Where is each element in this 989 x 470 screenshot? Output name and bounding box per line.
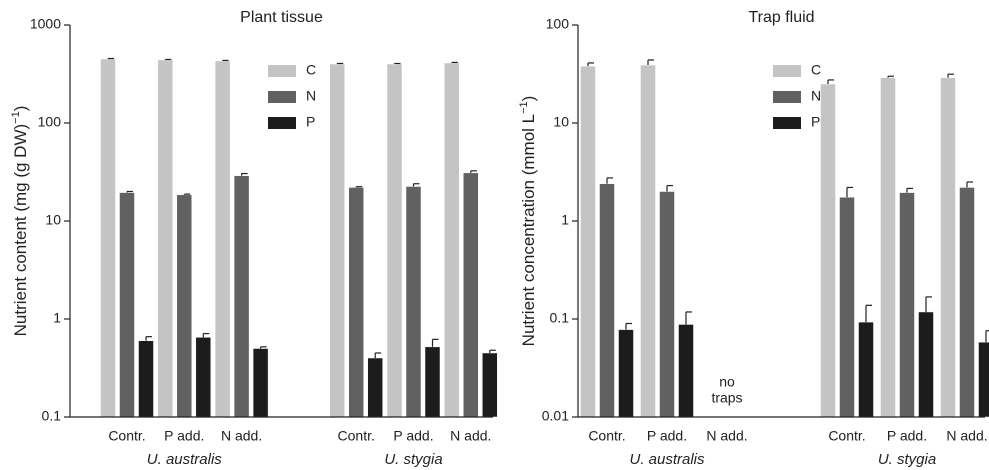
y-tick-label: 0.1 <box>550 310 570 326</box>
group-label: U. australis <box>147 451 223 468</box>
legend-swatch <box>268 91 296 103</box>
bar <box>329 63 345 418</box>
bar <box>195 337 212 418</box>
legend-swatch <box>268 65 296 77</box>
x-tick-label: N add. <box>450 428 491 444</box>
legend-label: C <box>306 62 316 78</box>
bar <box>918 311 934 418</box>
x-tick-label: P add. <box>164 428 204 444</box>
y-axis-label: Nutrient concentration (mmol L−1) <box>518 96 539 347</box>
legend-label: C <box>811 62 821 78</box>
bar <box>899 192 915 418</box>
bar <box>580 65 596 418</box>
bar <box>880 77 896 418</box>
y-tick-label: 0.1 <box>42 408 62 424</box>
y-axis-label-part: −1 <box>518 101 530 114</box>
legend-swatch <box>773 117 801 129</box>
x-tick-label: Contr. <box>588 428 625 444</box>
bar <box>176 194 193 418</box>
x-tick-label: N add. <box>706 428 747 444</box>
bar <box>424 346 441 418</box>
bar <box>405 186 422 418</box>
bar <box>482 352 498 418</box>
group-label: U. australis <box>629 451 705 468</box>
bar <box>858 321 874 418</box>
bar <box>959 187 975 418</box>
x-tick-label: Contr. <box>108 428 145 444</box>
y-axis-label-part: Nutrient concentration (mmol L <box>519 114 538 346</box>
bar <box>618 329 634 418</box>
y-axis-label-part: −1 <box>10 111 22 124</box>
bar <box>940 77 956 418</box>
bar <box>599 183 615 418</box>
legend-swatch <box>773 91 801 103</box>
x-tick-label: Contr. <box>828 428 865 444</box>
chart-title: Plant tissue <box>240 9 323 26</box>
group-label: U. stygia <box>878 451 936 468</box>
bar <box>463 172 479 418</box>
x-tick-label: P add. <box>393 428 433 444</box>
bar <box>386 63 403 418</box>
bar <box>444 62 460 418</box>
bar <box>214 60 231 418</box>
y-tick-label: 1 <box>53 310 61 326</box>
bar <box>659 191 675 418</box>
y-axis-label-part: ) <box>519 96 538 102</box>
y-tick-label: 100 <box>38 114 62 130</box>
legend-label: P <box>306 114 315 130</box>
legend-label: N <box>811 88 821 104</box>
bar <box>839 196 855 418</box>
legend-label: P <box>811 114 820 130</box>
annotation: traps <box>711 390 742 406</box>
bar <box>252 348 269 418</box>
x-tick-label: Contr. <box>338 428 375 444</box>
y-tick-label: 1000 <box>30 16 61 32</box>
bar <box>640 64 656 418</box>
y-axis-label: Nutrient content (mg (g DW)−1) <box>10 106 31 337</box>
bar <box>678 324 694 418</box>
y-axis-label-part: Nutrient content (mg (g DW) <box>11 124 30 337</box>
y-axis-label-part: ) <box>11 106 30 112</box>
y-tick-label: 1 <box>561 212 569 228</box>
bar <box>820 83 836 418</box>
bar <box>348 187 364 418</box>
bar <box>233 175 250 418</box>
x-tick-label: P add. <box>647 428 687 444</box>
x-tick-label: N add. <box>946 428 987 444</box>
bar <box>157 59 174 418</box>
bar <box>100 58 116 418</box>
bar <box>119 192 135 418</box>
legend-swatch <box>773 65 801 77</box>
group-label: U. stygia <box>384 451 442 468</box>
chart-title: Trap fluid <box>748 9 814 26</box>
x-tick-label: P add. <box>887 428 927 444</box>
y-tick-label: 10 <box>553 114 569 130</box>
y-tick-label: 0.01 <box>542 408 569 424</box>
bar <box>138 340 154 418</box>
x-tick-label: N add. <box>221 428 262 444</box>
bar <box>367 357 383 418</box>
y-tick-label: 10 <box>45 212 61 228</box>
annotation: no <box>719 374 735 390</box>
legend-swatch <box>268 117 296 129</box>
y-tick-label: 100 <box>546 16 570 32</box>
legend-label: N <box>306 88 316 104</box>
bar <box>978 341 989 418</box>
